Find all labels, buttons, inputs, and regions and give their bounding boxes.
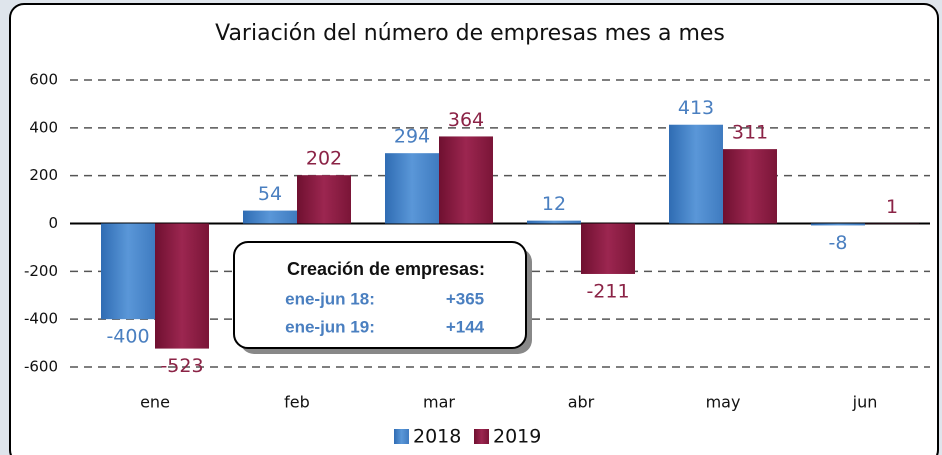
data-label: -523 [160,355,203,377]
data-label: -8 [829,232,848,254]
y-tick-label: 200 [29,166,58,184]
x-tick-label: abr [568,393,595,412]
y-tick-label: 600 [29,71,58,89]
data-label: 413 [678,97,714,119]
chart-title: Variación del número de empresas mes a m… [215,21,725,46]
legend-label: 2019 [493,426,541,448]
x-tick-label: ene [140,393,170,412]
annotation-label: ene-jun 18: [285,289,375,308]
y-tick-label: 400 [29,118,58,136]
y-tick-label: -600 [24,358,58,376]
annotation-label: ene-jun 19: [285,317,375,336]
annotation-value: +365 [446,289,484,308]
x-tick-label: mar [423,393,455,412]
bar [385,153,439,224]
annotation-box [233,241,527,349]
bar [527,220,581,224]
x-tick-label: may [706,393,741,412]
bar [669,124,723,224]
data-label: -211 [586,280,629,302]
data-label: 294 [394,126,430,148]
x-tick-label: jun [852,393,878,412]
data-label: 311 [732,122,768,144]
y-tick-label: -200 [24,262,58,280]
bar [581,223,635,274]
data-label: 202 [306,148,342,170]
legend-label: 2018 [413,426,461,448]
x-tick-label: feb [284,393,310,412]
annotation: Creación de empresas: ene-jun 18: +365 e… [233,241,532,354]
bar [723,149,777,224]
bar [297,175,351,224]
bar [243,210,297,224]
y-tick-label: 0 [48,214,58,232]
annotation-title: Creación de empresas: [287,259,485,279]
legend-swatch [474,429,489,444]
annotation-value: +144 [446,317,485,336]
data-label: -400 [106,326,149,348]
bar [811,223,865,226]
bar [101,223,155,320]
data-label: 364 [448,109,484,131]
legend-swatch [394,429,409,444]
bar [155,223,209,349]
data-label: 12 [542,193,566,215]
data-label: 54 [258,183,282,205]
data-label: 1 [886,196,898,218]
bar [439,136,493,224]
y-tick-label: -400 [24,310,58,328]
